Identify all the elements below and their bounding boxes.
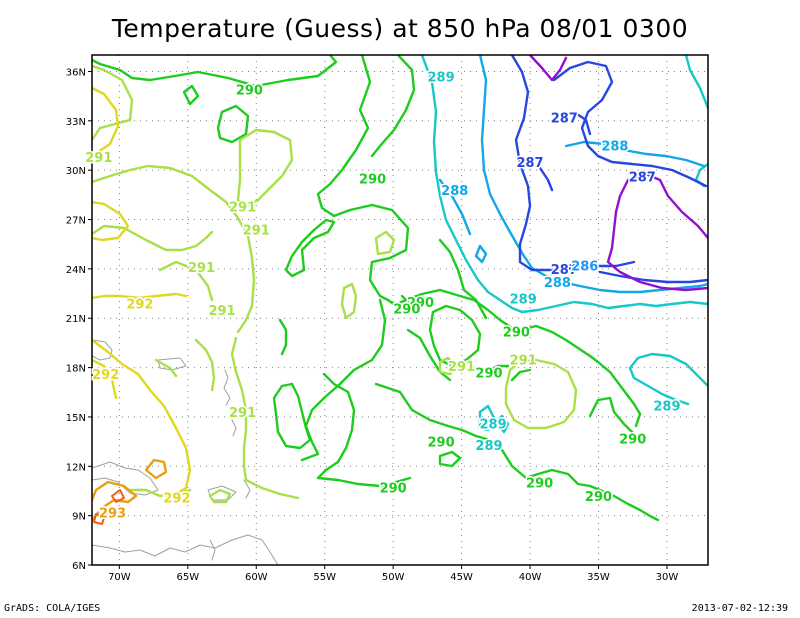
contour-label: 292 [92, 368, 119, 383]
lat-tick-label: 12N [66, 462, 86, 473]
timestamp-text: 2013-07-02-12:39 [691, 603, 788, 614]
contour-label: 290 [359, 172, 386, 187]
contour-label: 287 [516, 156, 543, 171]
lon-tick-label: 55W [313, 572, 336, 583]
lat-tick-label: 21N [66, 314, 86, 325]
contour-label: 293 [99, 506, 126, 521]
contour-290 [92, 55, 660, 522]
contour-label: 291 [448, 360, 475, 375]
contour-label: 289 [510, 292, 537, 307]
contour-285 [528, 55, 708, 292]
lat-tick-label: 36N [66, 67, 86, 78]
contour-label: 291 [229, 406, 256, 421]
contour-label: 291 [510, 353, 537, 368]
contour-label: 291 [85, 151, 112, 166]
lat-tick-label: 27N [66, 216, 86, 227]
contour-label: 291 [243, 223, 270, 238]
contour-label: 288 [544, 276, 571, 291]
lat-tick-label: 24N [66, 265, 86, 276]
contour-label: 291 [188, 261, 215, 276]
contour-label: 288 [601, 139, 628, 154]
contour-292 [92, 86, 192, 496]
contour-label: 290 [503, 325, 530, 340]
contour-label: 291 [208, 304, 235, 319]
contour-label: 287 [629, 171, 656, 186]
contour-label: 290 [393, 302, 420, 317]
contour-lines [92, 55, 708, 565]
contour-287 [510, 55, 708, 284]
contour-label: 289 [480, 418, 507, 433]
lat-tick-label: 33N [66, 117, 86, 128]
contour-label: 290 [585, 490, 612, 505]
contour-291 [92, 64, 578, 504]
lon-tick-label: 65W [177, 572, 200, 583]
contour-label: 287 [551, 112, 578, 127]
contour-label: 291 [229, 200, 256, 215]
contour-label: 290 [619, 432, 646, 447]
lat-tick-label: 9N [72, 512, 86, 523]
map-title: Temperature (Guess) at 850 hPa 08/01 030… [111, 14, 689, 43]
contour-label: 292 [163, 492, 190, 507]
lon-tick-label: 40W [519, 572, 542, 583]
lon-tick-label: 30W [656, 572, 679, 583]
plot-frame [91, 54, 709, 566]
contour-label: 288 [441, 184, 468, 199]
contour-label: 290 [236, 84, 263, 99]
lon-tick-label: 35W [587, 572, 610, 583]
credit-text: GrADS: COLA/IGES [4, 603, 101, 614]
contour-label: 290 [526, 477, 553, 492]
contour-293 [92, 458, 168, 522]
lon-tick-label: 50W [382, 572, 405, 583]
contour-label: 290 [475, 367, 502, 382]
contour-label: 290 [427, 436, 454, 451]
axis-ticks: 36N 33N 30N 27N 24N 21N 18N 15N 12N 9N 6N 70W 65W 60W… [66, 67, 679, 583]
lon-tick-label: 45W [450, 572, 473, 583]
lat-tick-label: 6N [72, 561, 86, 572]
contour-label: 290 [407, 296, 434, 311]
lon-tick-label: 60W [245, 572, 268, 583]
lon-tick-label: 70W [108, 572, 131, 583]
lat-tick-label: 18N [66, 364, 86, 375]
coastline-lines [92, 339, 279, 565]
contour-label: 287 [551, 263, 578, 278]
contour-294 [93, 489, 125, 525]
contour-label: 289 [653, 399, 680, 414]
contour-label: 286 [571, 260, 598, 275]
lat-tick-label: 15N [66, 413, 86, 424]
contour-label: 289 [427, 70, 454, 85]
lat-tick-label: 30N [66, 166, 86, 177]
contour-label: 292 [126, 297, 153, 312]
contour-label: 290 [380, 482, 407, 497]
contour-label: 289 [475, 439, 502, 454]
